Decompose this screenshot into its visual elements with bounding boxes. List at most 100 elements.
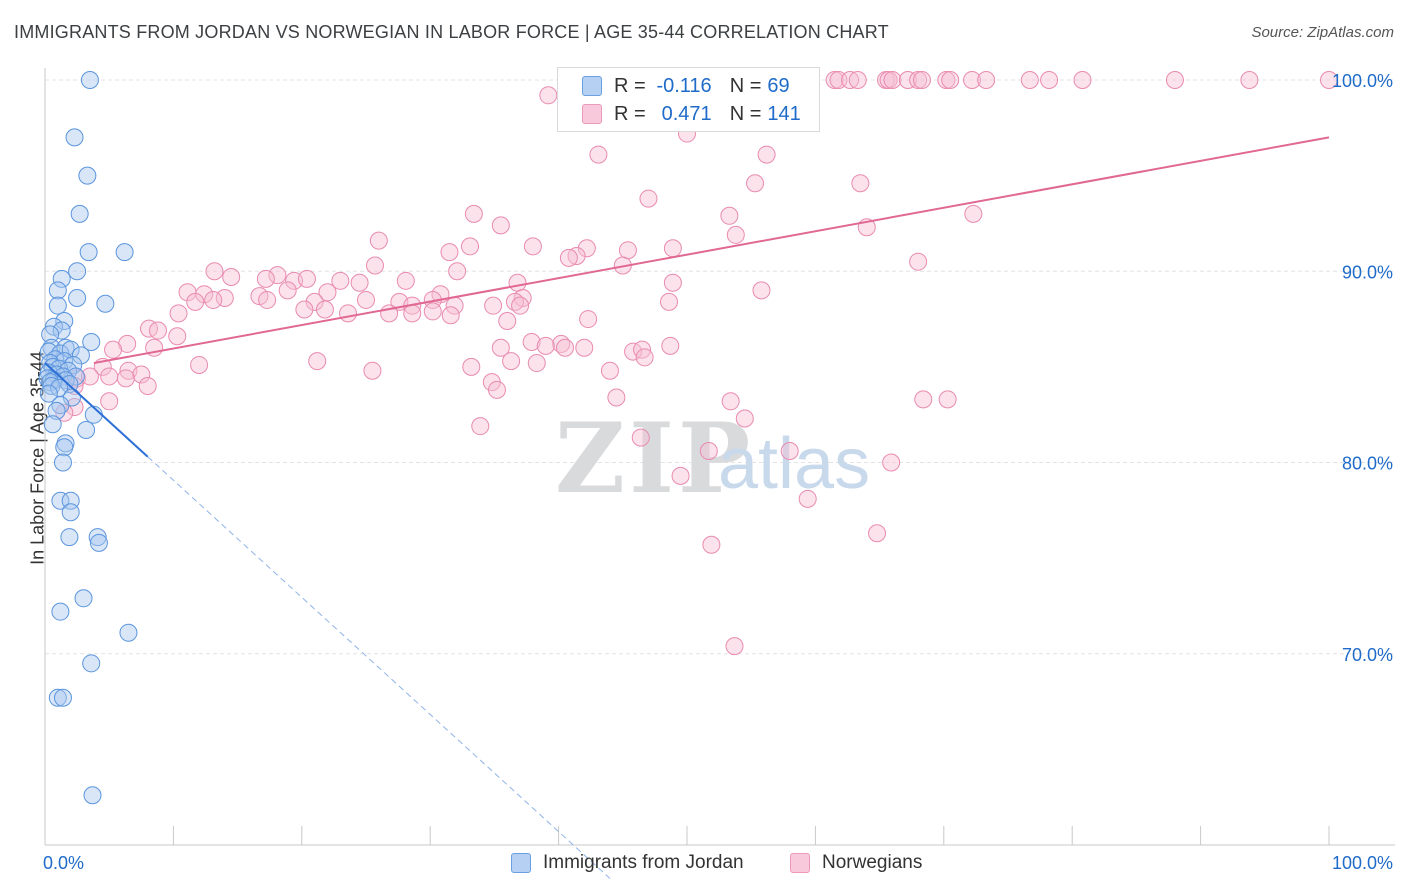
jordan-point <box>51 491 70 510</box>
norwegians-point <box>879 71 898 89</box>
norwegians-point <box>278 281 297 300</box>
norwegians-point <box>868 524 887 543</box>
norwegians-point <box>851 174 870 193</box>
norwegians-point <box>491 338 510 357</box>
norwegians-point <box>256 269 275 288</box>
norwegians-point <box>440 243 459 262</box>
jordan-point <box>70 204 89 223</box>
series-legend: Immigrants from Jordan Norwegians <box>0 852 1406 878</box>
norwegians-point <box>100 367 119 386</box>
norwegians-point <box>937 71 956 89</box>
n-value: 69 <box>767 74 790 97</box>
x-tick-label: 0.0% <box>43 853 84 873</box>
norwegians-point <box>511 296 530 315</box>
norwegians-point <box>977 71 996 89</box>
jordan-point <box>96 294 115 313</box>
norwegians-point <box>222 267 241 286</box>
jordan-point <box>68 262 87 281</box>
norwegians-point <box>941 71 960 89</box>
norwegians-point <box>441 306 460 325</box>
jordan-point <box>61 503 80 522</box>
norwegians-point <box>369 231 388 250</box>
norwegians-swatch <box>582 104 602 124</box>
n-label: N = <box>729 102 762 125</box>
norwegians-point <box>305 292 324 311</box>
jordan-point <box>60 528 79 547</box>
tick-labels: 70.0% 80.0% 90.0% 100.0% 0.0% 100.0% <box>43 71 1393 873</box>
jordan-point <box>47 401 66 420</box>
norwegians-point <box>462 357 481 376</box>
norwegians-point <box>1040 71 1059 89</box>
norwegians-point <box>726 225 745 244</box>
norwegians-point <box>522 333 541 352</box>
jordan-point <box>83 786 102 805</box>
jordan-point <box>52 269 71 288</box>
norwegians-point <box>464 204 483 223</box>
legend-item-norwegians[interactable]: Norwegians <box>790 852 922 874</box>
watermark: ZIP atlas <box>555 402 870 515</box>
jordan-point <box>68 289 87 308</box>
norwegians-point <box>663 273 682 292</box>
norwegians-point <box>631 428 650 447</box>
norwegians-point <box>1320 71 1338 89</box>
jordan-point <box>52 321 71 340</box>
norwegians-point <box>841 71 860 89</box>
jordan-point <box>78 166 97 185</box>
norwegians-point <box>502 352 521 371</box>
norwegians-point <box>635 348 654 367</box>
y-tick-label: 100.0% <box>1332 71 1393 91</box>
jordan-point <box>88 528 107 547</box>
norwegians-point <box>308 352 327 371</box>
y-tick-label: 90.0% <box>1342 262 1393 282</box>
norwegians-point <box>350 273 369 292</box>
jordan-point <box>80 71 99 89</box>
norwegians-point <box>825 71 844 89</box>
norwegians-point <box>720 206 739 225</box>
norwegians-point <box>527 354 546 373</box>
jordan-legend-swatch <box>511 853 531 873</box>
legend-item-jordan[interactable]: Immigrants from Jordan <box>511 852 744 874</box>
jordan-point <box>82 333 101 352</box>
norwegians-point <box>315 300 334 319</box>
jordan-point <box>61 340 80 359</box>
norwegians-point <box>882 453 901 472</box>
norwegians-point <box>148 321 167 340</box>
norwegians-point <box>205 262 224 281</box>
norwegians-point <box>190 355 209 374</box>
jordan-points <box>38 71 138 805</box>
jordan-point <box>51 602 70 621</box>
norwegians-point <box>318 283 337 302</box>
norwegians-point <box>556 338 575 357</box>
norwegians-point <box>780 442 799 461</box>
norwegians-point <box>735 409 754 428</box>
norwegians-point <box>559 248 578 267</box>
norwegians-point <box>600 361 619 380</box>
norwegians-point <box>339 304 358 323</box>
norwegians-point <box>721 392 740 411</box>
x-tick-label: 100.0% <box>1332 853 1393 873</box>
norwegians-point <box>331 271 350 290</box>
stats-row-jordan: R = -0.116 N = 69 <box>582 73 790 99</box>
jordan-point <box>48 296 67 315</box>
chart-title: IMMIGRANTS FROM JORDAN VS NORWEGIAN IN L… <box>14 22 889 42</box>
legend-label-norwegians: Norwegians <box>822 852 923 873</box>
norwegians-point <box>589 145 608 164</box>
norwegians-legend-swatch <box>790 853 810 873</box>
jordan-point <box>66 367 85 386</box>
jordan-point <box>39 384 58 403</box>
n-value: 141 <box>767 102 801 125</box>
norwegians-point <box>1240 71 1259 89</box>
jordan-point <box>71 346 90 365</box>
norwegians-point <box>140 319 159 338</box>
norwegians-point <box>116 369 135 388</box>
norwegians-trend-line <box>93 136 1330 365</box>
grid-lines <box>45 79 1395 655</box>
jordan-swatch <box>582 76 602 96</box>
norwegians-point <box>575 338 594 357</box>
norwegians-point <box>848 71 867 89</box>
norwegians-point <box>461 237 480 256</box>
norwegians-point <box>1165 71 1184 89</box>
norwegians-point <box>138 377 157 395</box>
stats-row-norwegians: R = 0.471 N = 141 <box>582 101 801 127</box>
norwegians-point <box>618 241 637 260</box>
